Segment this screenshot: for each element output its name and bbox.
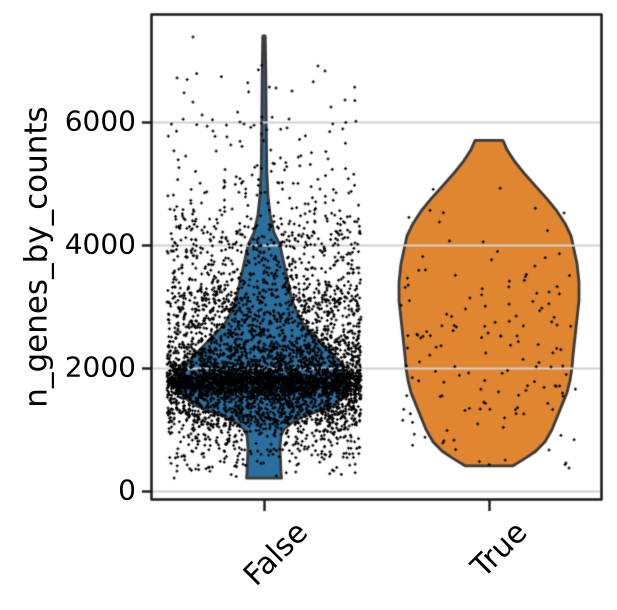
- y-tick-label-2000: 2000: [64, 350, 136, 384]
- y-axis-label: n_genes_by_counts: [18, 106, 55, 408]
- y-tick-label-4000: 4000: [64, 227, 136, 261]
- y-tick-label-0: 0: [118, 473, 136, 507]
- y-tick-label-6000: 6000: [64, 104, 136, 138]
